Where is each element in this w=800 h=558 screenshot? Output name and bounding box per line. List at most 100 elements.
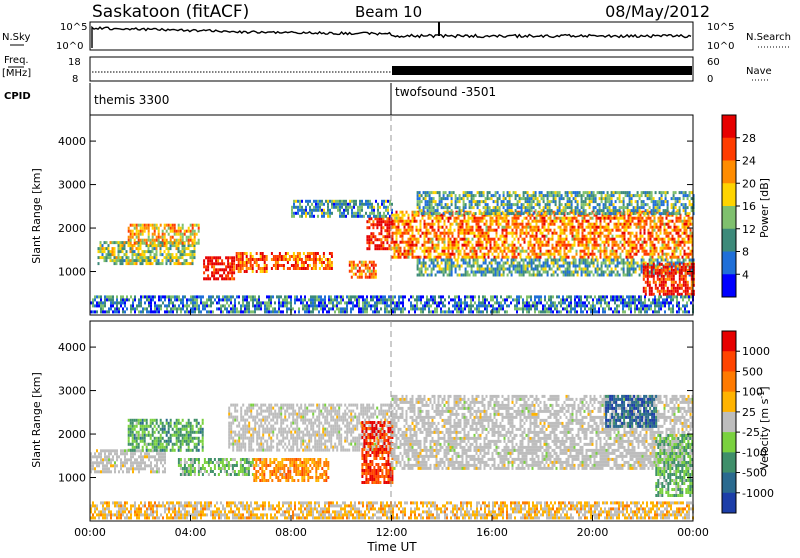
heatmap-cell <box>581 203 583 206</box>
heatmap-cell <box>312 307 314 310</box>
heatmap-cell <box>553 265 555 268</box>
heatmap-cell <box>650 250 652 253</box>
heatmap-cell <box>248 304 250 307</box>
heatmap-cell <box>154 310 156 313</box>
heatmap-cell <box>645 266 647 269</box>
heatmap-cell <box>412 238 414 241</box>
heatmap-cell <box>580 226 582 229</box>
heatmap-cell <box>356 295 358 298</box>
heatmap-cell <box>587 259 589 262</box>
heatmap-cell <box>640 232 642 235</box>
heatmap-cell <box>555 212 557 215</box>
heatmap-cell <box>636 250 638 253</box>
heatmap-cell <box>527 197 529 200</box>
heatmap-cell <box>642 235 644 238</box>
heatmap-cell <box>271 258 273 261</box>
heatmap-cell <box>666 217 668 220</box>
heatmap-cell <box>160 241 162 244</box>
heatmap-cell <box>514 250 516 253</box>
heatmap-cell <box>264 310 266 313</box>
heatmap-cell <box>672 220 674 223</box>
heatmap-cell <box>382 241 384 244</box>
heatmap-cell <box>602 217 604 220</box>
heatmap-cell <box>377 206 379 209</box>
heatmap-cell <box>440 253 442 256</box>
freq-left-tick-top: 18 <box>68 57 81 68</box>
heatmap-cell <box>386 223 388 226</box>
heatmap-cell <box>435 209 437 212</box>
heatmap-cell <box>468 217 470 220</box>
heatmap-cell <box>136 233 138 236</box>
heatmap-cell <box>684 253 686 256</box>
heatmap-cell <box>642 217 644 220</box>
heatmap-cell <box>440 217 442 220</box>
heatmap-cell <box>318 298 320 301</box>
heatmap-cell <box>364 301 366 304</box>
heatmap-cell <box>504 241 506 244</box>
heatmap-cell <box>150 301 152 304</box>
heatmap-cell <box>160 236 162 239</box>
heatmap-cell <box>349 264 351 267</box>
heatmap-cell <box>410 226 412 229</box>
heatmap-cell <box>557 194 559 197</box>
heatmap-cell <box>676 241 678 244</box>
heatmap-cell <box>676 220 678 223</box>
heatmap-cell <box>660 247 662 250</box>
heatmap-cell <box>180 256 182 259</box>
heatmap-cell <box>519 271 521 274</box>
heatmap-cell <box>444 310 446 313</box>
heatmap-cell <box>467 262 469 265</box>
heatmap-cell <box>571 194 573 197</box>
heatmap-cell <box>627 265 629 268</box>
heatmap-cell <box>589 206 591 209</box>
heatmap-cell <box>668 226 670 229</box>
heatmap-cell <box>174 230 176 233</box>
heatmap-cell <box>146 295 148 298</box>
heatmap-cell <box>493 259 495 262</box>
heatmap-cell <box>498 220 500 223</box>
heatmap-cell <box>108 253 110 256</box>
heatmap-cell <box>194 295 196 298</box>
heatmap-cell <box>361 209 363 212</box>
heatmap-cell <box>298 307 300 310</box>
heatmap-cell <box>564 241 566 244</box>
heatmap-cell <box>663 287 665 290</box>
heatmap-cell <box>476 217 478 220</box>
heatmap-cell <box>588 223 590 226</box>
heatmap-cell <box>240 258 242 261</box>
heatmap-cell <box>540 229 542 232</box>
heatmap-cell <box>589 203 591 206</box>
heatmap-cell <box>626 226 628 229</box>
heatmap-cell <box>488 241 490 244</box>
heatmap-cell <box>551 200 553 203</box>
heatmap-cell <box>283 264 285 267</box>
heatmap-cell <box>561 209 563 212</box>
heatmap-cell <box>412 304 414 307</box>
heatmap-cell <box>445 197 447 200</box>
heatmap-cell <box>649 206 651 209</box>
heatmap-cell <box>477 191 479 194</box>
heatmap-cell <box>492 223 494 226</box>
heatmap-cell <box>535 265 537 268</box>
heatmap-cell <box>559 265 561 268</box>
heatmap-cell <box>539 200 541 203</box>
heatmap-cell <box>543 194 545 197</box>
heatmap-cell <box>674 238 676 241</box>
heatmap-cell <box>589 271 591 274</box>
heatmap-cell <box>126 253 128 256</box>
heatmap-cell <box>371 203 373 206</box>
heatmap-cell <box>586 244 588 247</box>
heatmap-cell <box>138 247 140 250</box>
heatmap-cell <box>654 217 656 220</box>
heatmap-cell <box>514 256 516 259</box>
heatmap-cell <box>602 241 604 244</box>
heatmap-cell <box>593 197 595 200</box>
heatmap-cell <box>497 265 499 268</box>
heatmap-cell <box>166 256 168 259</box>
heatmap-cell <box>424 247 426 250</box>
heatmap-cell <box>362 307 364 310</box>
heatmap-cell <box>217 262 219 265</box>
heatmap-cell <box>100 301 102 304</box>
heatmap-cell <box>575 262 577 265</box>
heatmap-cell <box>657 262 659 265</box>
